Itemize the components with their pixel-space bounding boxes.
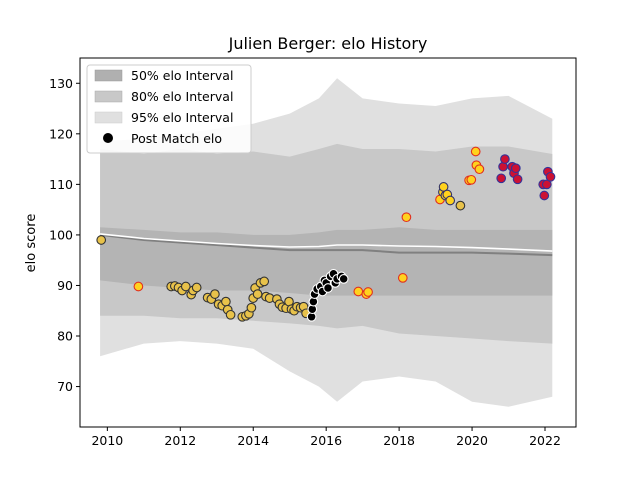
x-tick-label: 2012 xyxy=(164,433,196,448)
x-tick-label: 2018 xyxy=(383,433,415,448)
data-point xyxy=(545,171,556,182)
data-point xyxy=(252,289,263,299)
y-tick-label: 100 xyxy=(49,227,73,242)
data-point xyxy=(445,195,456,206)
data-point xyxy=(363,287,373,297)
data-point xyxy=(96,235,107,245)
y-tick-label: 130 xyxy=(49,76,73,91)
legend-label-post-match: Post Match elo xyxy=(131,131,222,146)
data-point xyxy=(539,190,550,201)
legend-swatch-80 xyxy=(94,90,123,103)
y-tick-label: 80 xyxy=(57,329,73,344)
x-tick-label: 2016 xyxy=(310,433,342,448)
x-tick-label: 2022 xyxy=(529,433,561,448)
data-point xyxy=(191,282,202,293)
legend: 50% elo Interval 80% elo Interval 95% el… xyxy=(86,64,252,154)
y-tick-label: 110 xyxy=(49,177,73,192)
legend-label-80: 80% elo Interval xyxy=(131,89,233,104)
legend-label-95: 95% elo Interval xyxy=(131,110,233,125)
data-point xyxy=(259,276,270,287)
data-point xyxy=(401,212,412,223)
data-point xyxy=(510,163,521,174)
data-point xyxy=(512,174,523,185)
y-tick-label: 120 xyxy=(49,126,73,141)
mean-line-white xyxy=(100,233,553,252)
data-point xyxy=(246,302,257,313)
x-tick-label: 2010 xyxy=(91,433,123,448)
data-point xyxy=(133,281,144,292)
legend-label-50: 50% elo Interval xyxy=(131,68,233,83)
data-point xyxy=(496,173,507,184)
mean-line-grey xyxy=(99,233,553,257)
legend-swatch-50 xyxy=(94,69,123,82)
data-point xyxy=(225,309,236,320)
data-point xyxy=(210,289,220,299)
legend-swatch-95 xyxy=(94,111,123,124)
post-match-points xyxy=(96,146,556,322)
data-point xyxy=(455,200,466,211)
y-tick-label: 90 xyxy=(57,278,73,293)
data-point xyxy=(221,296,231,307)
y-axis-label: elo score xyxy=(24,214,39,273)
plot-frame xyxy=(79,57,577,428)
data-point xyxy=(180,281,191,292)
data-point xyxy=(500,154,510,164)
chart-title: Julien Berger: elo History xyxy=(228,34,428,53)
x-axis-ticks: 2010 2012 2014 2016 2018 2020 2022 xyxy=(91,427,561,448)
y-axis-ticks: 70 80 90 100 110 120 130 xyxy=(49,76,80,394)
legend-box xyxy=(86,64,252,154)
x-tick-label: 2014 xyxy=(237,433,269,448)
data-point xyxy=(338,274,349,284)
data-point xyxy=(397,273,408,283)
data-point xyxy=(474,164,485,175)
legend-marker-post-match xyxy=(103,133,113,143)
data-point xyxy=(466,174,477,185)
data-point xyxy=(353,286,364,297)
x-tick-label: 2020 xyxy=(456,433,488,448)
y-tick-label: 70 xyxy=(57,379,73,394)
data-point xyxy=(323,283,333,293)
data-point xyxy=(541,179,552,190)
mean-lines xyxy=(99,233,553,257)
data-point xyxy=(470,146,481,157)
